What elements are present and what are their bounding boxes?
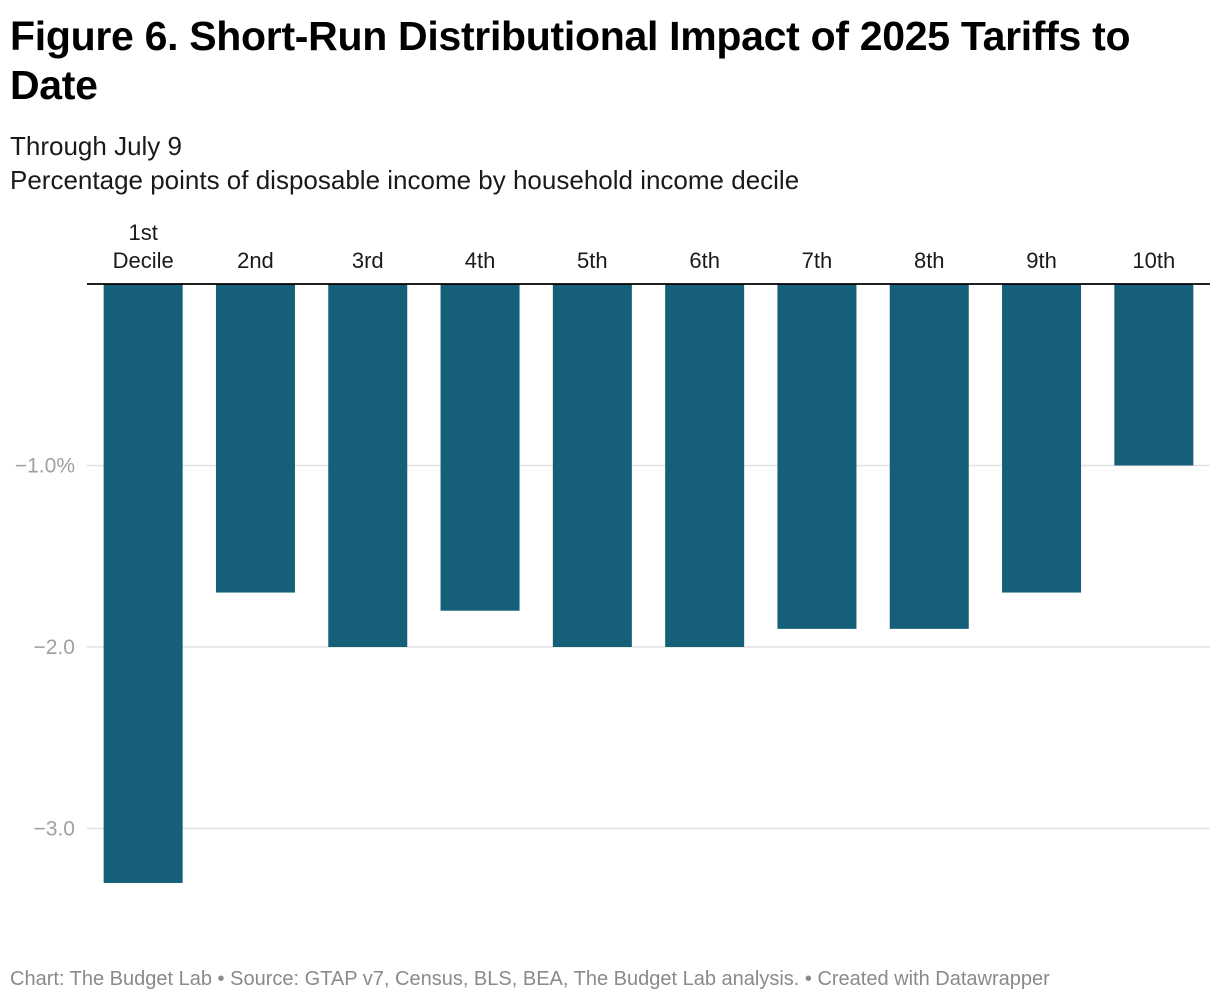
- chart-subtitle-units: Percentage points of disposable income b…: [10, 165, 800, 195]
- category-label: 4th: [465, 248, 496, 273]
- category-label: 7th: [802, 248, 833, 273]
- y-tick-label: −3.0: [34, 818, 75, 841]
- category-label: 3rd: [352, 248, 384, 273]
- bar: [328, 284, 408, 647]
- category-label: 9th: [1026, 248, 1057, 273]
- category-label: 8th: [914, 248, 945, 273]
- bar: [889, 284, 969, 629]
- chart-footer: Chart: The Budget Lab • Source: GTAP v7,…: [10, 966, 1050, 992]
- bar: [103, 284, 183, 883]
- chart-title: Figure 6. Short-Run Distributional Impac…: [10, 13, 1131, 108]
- category-label: 2nd: [237, 248, 274, 273]
- y-axis-tick-labels: −1.0% −2.0 −3.0: [15, 455, 75, 841]
- y-tick-label: −1.0%: [15, 455, 75, 478]
- bar-chart: −1.0% −2.0 −3.0 1st Decile 2nd 3rd 4th 5th 6th 7t…: [15, 220, 1210, 883]
- y-tick-label: −2.0: [34, 636, 75, 659]
- bar: [1002, 284, 1082, 593]
- footer-source: Source: GTAP v7, Census, BLS, BEA, The B…: [230, 968, 800, 990]
- bar: [552, 284, 632, 647]
- x-axis-category-labels: 1st Decile 2nd 3rd 4th 5th 6th 7th 8th 9th 10th: [113, 220, 1176, 273]
- chart-subtitle-date: Through July 9: [10, 131, 182, 161]
- footer-separator: •: [212, 968, 231, 990]
- category-label: 6th: [689, 248, 720, 273]
- bar: [1114, 284, 1194, 466]
- bar: [777, 284, 857, 629]
- footer-chart-credit: Chart: The Budget Lab: [10, 968, 212, 990]
- category-label: 1st: [128, 220, 157, 245]
- bar: [440, 284, 520, 611]
- category-label: 10th: [1132, 248, 1175, 273]
- footer-created-with: Created with Datawrapper: [817, 968, 1050, 990]
- bar: [665, 284, 745, 647]
- bar: [215, 284, 295, 593]
- bars: [103, 284, 1194, 883]
- category-label: Decile: [113, 248, 174, 273]
- category-label: 5th: [577, 248, 608, 273]
- footer-separator: •: [799, 968, 818, 990]
